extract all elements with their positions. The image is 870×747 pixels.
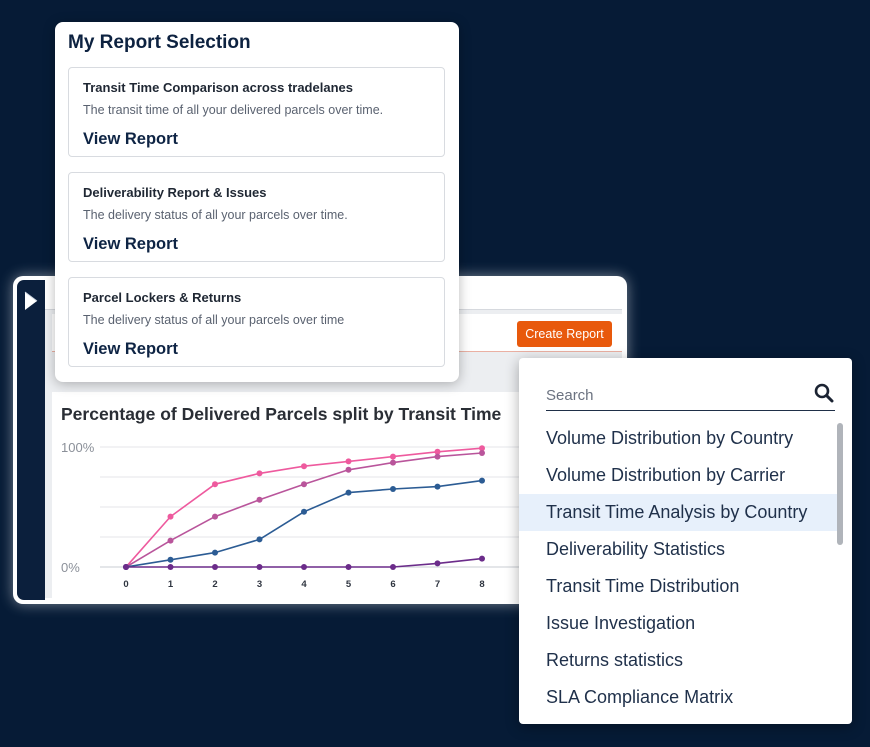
data-point: [256, 564, 263, 570]
x-tick-label: 2: [212, 579, 217, 590]
data-point: [123, 564, 129, 570]
report-type-dropdown: Volume Distribution by Country Volume Di…: [519, 358, 852, 724]
data-point: [212, 564, 218, 570]
data-point: [479, 555, 485, 562]
data-point: [167, 537, 174, 544]
data-point: [345, 489, 352, 496]
y-tick-label: 0%: [61, 560, 80, 575]
data-point: [212, 513, 218, 520]
x-tick-label: 5: [346, 579, 352, 590]
data-point: [434, 560, 441, 567]
report-card-description: The transit time of all your delivered p…: [83, 103, 384, 117]
data-point: [212, 549, 218, 556]
data-point: [434, 483, 441, 490]
data-point: [479, 477, 485, 484]
data-point: [390, 486, 396, 492]
x-tick-label: 1: [168, 579, 174, 590]
view-report-link[interactable]: View Report: [83, 235, 179, 253]
chart-title: Percentage of Delivered Parcels split by…: [61, 404, 502, 424]
data-point: [167, 556, 174, 563]
list-item[interactable]: Volume Distribution by Country: [546, 428, 794, 448]
list-item[interactable]: Issue Investigation: [546, 613, 696, 633]
report-card-description: The delivery status of all your parcels …: [83, 313, 345, 327]
x-tick-label: 6: [390, 579, 395, 590]
scrollbar-thumb[interactable]: [837, 423, 843, 545]
data-point: [345, 564, 352, 570]
list-item[interactable]: Transit Time Analysis by Country: [519, 494, 838, 531]
list-item[interactable]: SLA Compliance Matrix: [546, 687, 734, 707]
x-tick-label: 4: [301, 579, 307, 590]
view-report-link[interactable]: View Report: [83, 340, 179, 358]
data-point: [479, 445, 485, 452]
data-point: [256, 470, 263, 477]
x-tick-label: 7: [435, 579, 440, 590]
list-item[interactable]: Volume Distribution by Carrier: [546, 465, 786, 485]
list-item[interactable]: Transit Time Distribution: [546, 576, 740, 596]
view-report-link[interactable]: View Report: [83, 130, 179, 148]
search-icon[interactable]: [814, 383, 834, 403]
data-point: [301, 481, 307, 488]
data-point: [479, 450, 485, 456]
report-card-title: Deliverability Report & Issues: [83, 185, 267, 200]
panel-title: My Report Selection: [68, 32, 251, 53]
list-item[interactable]: Deliverability Statistics: [546, 539, 726, 559]
report-type-list: Volume Distribution by Country Volume Di…: [519, 420, 838, 716]
report-card[interactable]: Transit Time Comparison across tradelane…: [68, 67, 445, 157]
data-point: [390, 453, 396, 460]
x-tick-label: 0: [123, 579, 128, 590]
search-field: [546, 380, 835, 411]
x-tick-label: 3: [257, 579, 262, 590]
data-point: [167, 564, 174, 570]
y-tick-label: 100%: [61, 440, 95, 455]
data-point: [256, 536, 263, 543]
report-card[interactable]: Deliverability Report & Issues The deliv…: [68, 172, 445, 262]
data-point: [390, 564, 396, 570]
report-card-description: The delivery status of all your parcels …: [83, 208, 348, 222]
data-point: [212, 481, 218, 488]
sidebar: [17, 280, 45, 600]
data-point: [345, 466, 352, 473]
search-input[interactable]: [546, 385, 806, 405]
chevron-right-icon[interactable]: [24, 291, 38, 311]
data-point: [301, 508, 307, 515]
report-selection-panel: My Report Selection Transit Time Compari…: [55, 22, 459, 382]
create-report-button[interactable]: Create Report: [517, 321, 612, 347]
data-point: [390, 459, 396, 466]
data-point: [434, 448, 441, 455]
data-point: [434, 453, 441, 460]
report-card-title: Parcel Lockers & Returns: [83, 290, 242, 305]
data-point: [301, 463, 307, 470]
list-item[interactable]: Returns statistics: [546, 650, 684, 670]
data-point: [167, 513, 174, 520]
x-tick-label: 8: [479, 579, 484, 590]
data-point: [256, 496, 263, 503]
series-line-3: [125, 479, 483, 568]
data-point: [345, 458, 352, 465]
report-card-title: Transit Time Comparison across tradelane…: [83, 80, 353, 95]
report-card[interactable]: Parcel Lockers & Returns The delivery st…: [68, 277, 445, 367]
data-point: [301, 564, 307, 570]
